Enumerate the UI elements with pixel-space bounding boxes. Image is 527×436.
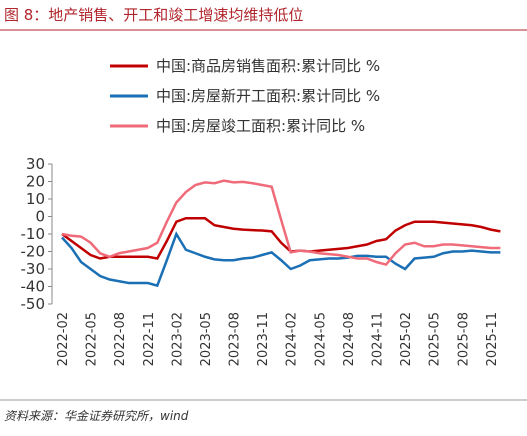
legend-label: 中国:房屋竣工面积:累计同比 %: [156, 117, 365, 135]
y-tick-label: -30: [21, 260, 46, 278]
x-tick-label: 2024-08: [342, 312, 357, 366]
x-tick-label: 2023-02: [170, 312, 185, 366]
chart-title: 图 8：地产销售、开工和竣工增速均维持低位: [4, 6, 303, 24]
x-tick-label: 2025-05: [428, 312, 443, 366]
series-line: [61, 179, 501, 267]
y-tick-label: -10: [21, 225, 46, 243]
y-tick-label: -40: [21, 278, 46, 296]
series-line: [61, 231, 501, 288]
y-tick-label: 30: [26, 155, 45, 173]
source: 资料来源：华金证券研究所，wind: [4, 409, 189, 423]
y-tick-label: 20: [26, 173, 45, 191]
legend-label: 中国:房屋新开工面积:累计同比 %: [156, 87, 380, 105]
x-tick-label: 2024-05: [313, 312, 328, 366]
y-tick-label: 10: [26, 190, 45, 208]
x-tick-label: 2022-05: [85, 312, 100, 366]
series-line: [61, 217, 501, 260]
x-tick-label: 2023-08: [228, 312, 243, 366]
x-tick-label: 2022-11: [142, 312, 157, 366]
x-tick-label: 2022-02: [56, 312, 71, 366]
x-tick-label: 2024-11: [370, 312, 385, 366]
x-tick-label: 2023-05: [199, 312, 214, 366]
y-tick-label: -20: [21, 243, 46, 261]
x-tick-label: 2024-02: [285, 312, 300, 366]
legend-label: 中国:商品房销售面积:累计同比 %: [156, 57, 380, 75]
x-tick-label: 2025-08: [456, 312, 471, 366]
x-tick-label: 2025-11: [485, 312, 500, 366]
y-tick-label: -50: [21, 295, 46, 313]
x-tick-label: 2023-11: [256, 312, 271, 366]
x-tick-label: 2022-08: [113, 312, 128, 366]
x-tick-label: 2025-02: [399, 312, 414, 366]
y-tick-label: 0: [35, 208, 45, 226]
